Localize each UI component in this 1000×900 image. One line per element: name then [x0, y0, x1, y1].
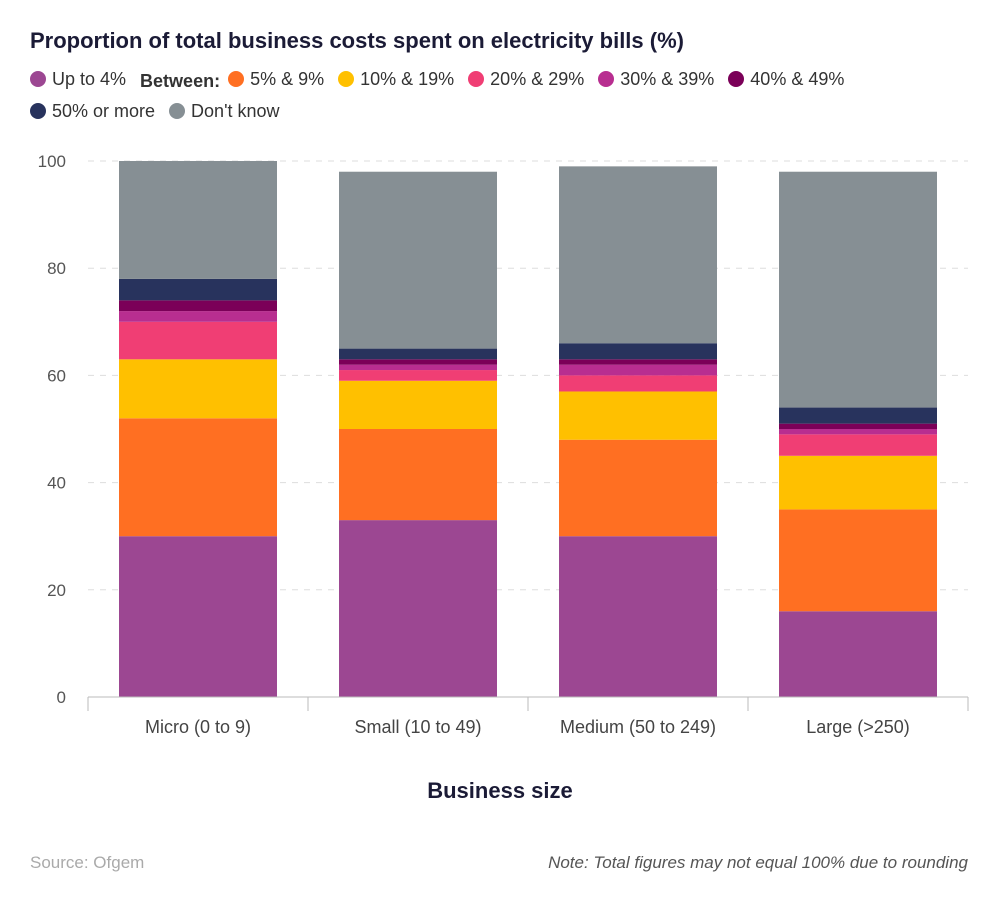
legend-swatch — [338, 71, 355, 87]
y-tick-label: 60 — [47, 366, 66, 385]
legend-label: 5% & 9% — [250, 69, 325, 89]
legend-item[interactable]: 5% & 9% — [228, 64, 324, 94]
legend-item[interactable]: Don't know — [169, 96, 280, 126]
legend-swatch — [228, 71, 245, 87]
bar-segment — [339, 348, 497, 360]
x-tick-label: Micro (0 to 9) — [145, 717, 251, 737]
y-tick-label: 80 — [47, 259, 66, 278]
legend-swatch — [598, 71, 615, 87]
bar-segment — [779, 407, 937, 424]
bar-segment — [339, 380, 497, 429]
bar-segment — [779, 434, 937, 456]
bar-segment — [559, 391, 717, 440]
bar-segment — [119, 418, 277, 537]
chart-title: Proportion of total business costs spent… — [30, 28, 684, 53]
bar-segment — [779, 509, 937, 612]
bar-segment — [119, 536, 277, 697]
y-tick-label: 20 — [47, 581, 66, 600]
y-tick-label: 0 — [57, 688, 66, 707]
bar-segment — [779, 455, 937, 510]
legend-item[interactable]: 30% & 39% — [598, 64, 714, 94]
legend-swatch — [30, 103, 46, 119]
bar-segment — [779, 429, 937, 435]
bar-segment — [559, 536, 717, 697]
bar-segment — [559, 439, 717, 537]
bar-segment — [119, 161, 277, 279]
legend-item[interactable]: 40% & 49% — [728, 64, 844, 94]
legend-item[interactable]: 50% or more — [30, 96, 155, 126]
bar-segment — [779, 423, 937, 429]
bar-segment — [559, 166, 717, 344]
bar-segment — [779, 611, 937, 697]
legend-group-label: Between: — [140, 71, 221, 91]
bar-segment — [119, 278, 277, 301]
legend-label: Up to 4% — [52, 69, 127, 89]
legend-swatch — [468, 71, 485, 87]
legend-item[interactable]: 10% & 19% — [338, 64, 454, 94]
legend-swatch — [169, 103, 186, 119]
legend-swatch — [728, 71, 745, 87]
bar-segment — [119, 359, 277, 419]
y-tick-label: 100 — [38, 152, 66, 171]
chart-plot: 0 20 40 60 80 100 Micro (0 to 9) Small (10 to 4… — [38, 152, 969, 737]
legend-item[interactable]: Up to 4% — [30, 64, 126, 94]
legend-label: Don't know — [191, 101, 280, 121]
bar-segment — [339, 171, 497, 349]
x-tick-label: Small (10 to 49) — [354, 717, 481, 737]
legend-item[interactable]: 20% & 29% — [468, 64, 584, 94]
bar-segment — [339, 359, 497, 365]
bar-segment — [559, 375, 717, 392]
x-axis-title: Business size — [427, 778, 573, 803]
x-tick-label: Medium (50 to 249) — [560, 717, 716, 737]
bar-segment — [339, 429, 497, 521]
bar-segment — [559, 359, 717, 365]
legend-label: 50% or more — [52, 101, 156, 121]
bar-segment — [559, 343, 717, 360]
bar-segment — [779, 171, 937, 408]
bar-segment — [559, 364, 717, 376]
bar-segment — [339, 520, 497, 697]
legend-label: 40% & 49% — [750, 69, 845, 89]
bar-segment — [339, 370, 497, 381]
legend-label: 30% & 39% — [620, 69, 715, 89]
source-text: Source: Ofgem — [30, 853, 145, 872]
y-tick-label: 40 — [47, 474, 66, 493]
bar-segment — [339, 364, 497, 371]
legend-swatch — [30, 71, 46, 87]
bar-segment — [119, 300, 277, 312]
bar-segment — [119, 321, 277, 360]
x-tick-label: Large (>250) — [806, 717, 910, 737]
note-text: Note: Total figures may not equal 100% d… — [548, 853, 968, 872]
legend-label: 10% & 19% — [360, 69, 455, 89]
legend-label: 20% & 29% — [490, 69, 585, 89]
bar-segment — [119, 311, 277, 322]
legend: Up to 4% Between: 5% & 9% 10% & 19% 20% & 29… — [30, 64, 990, 128]
